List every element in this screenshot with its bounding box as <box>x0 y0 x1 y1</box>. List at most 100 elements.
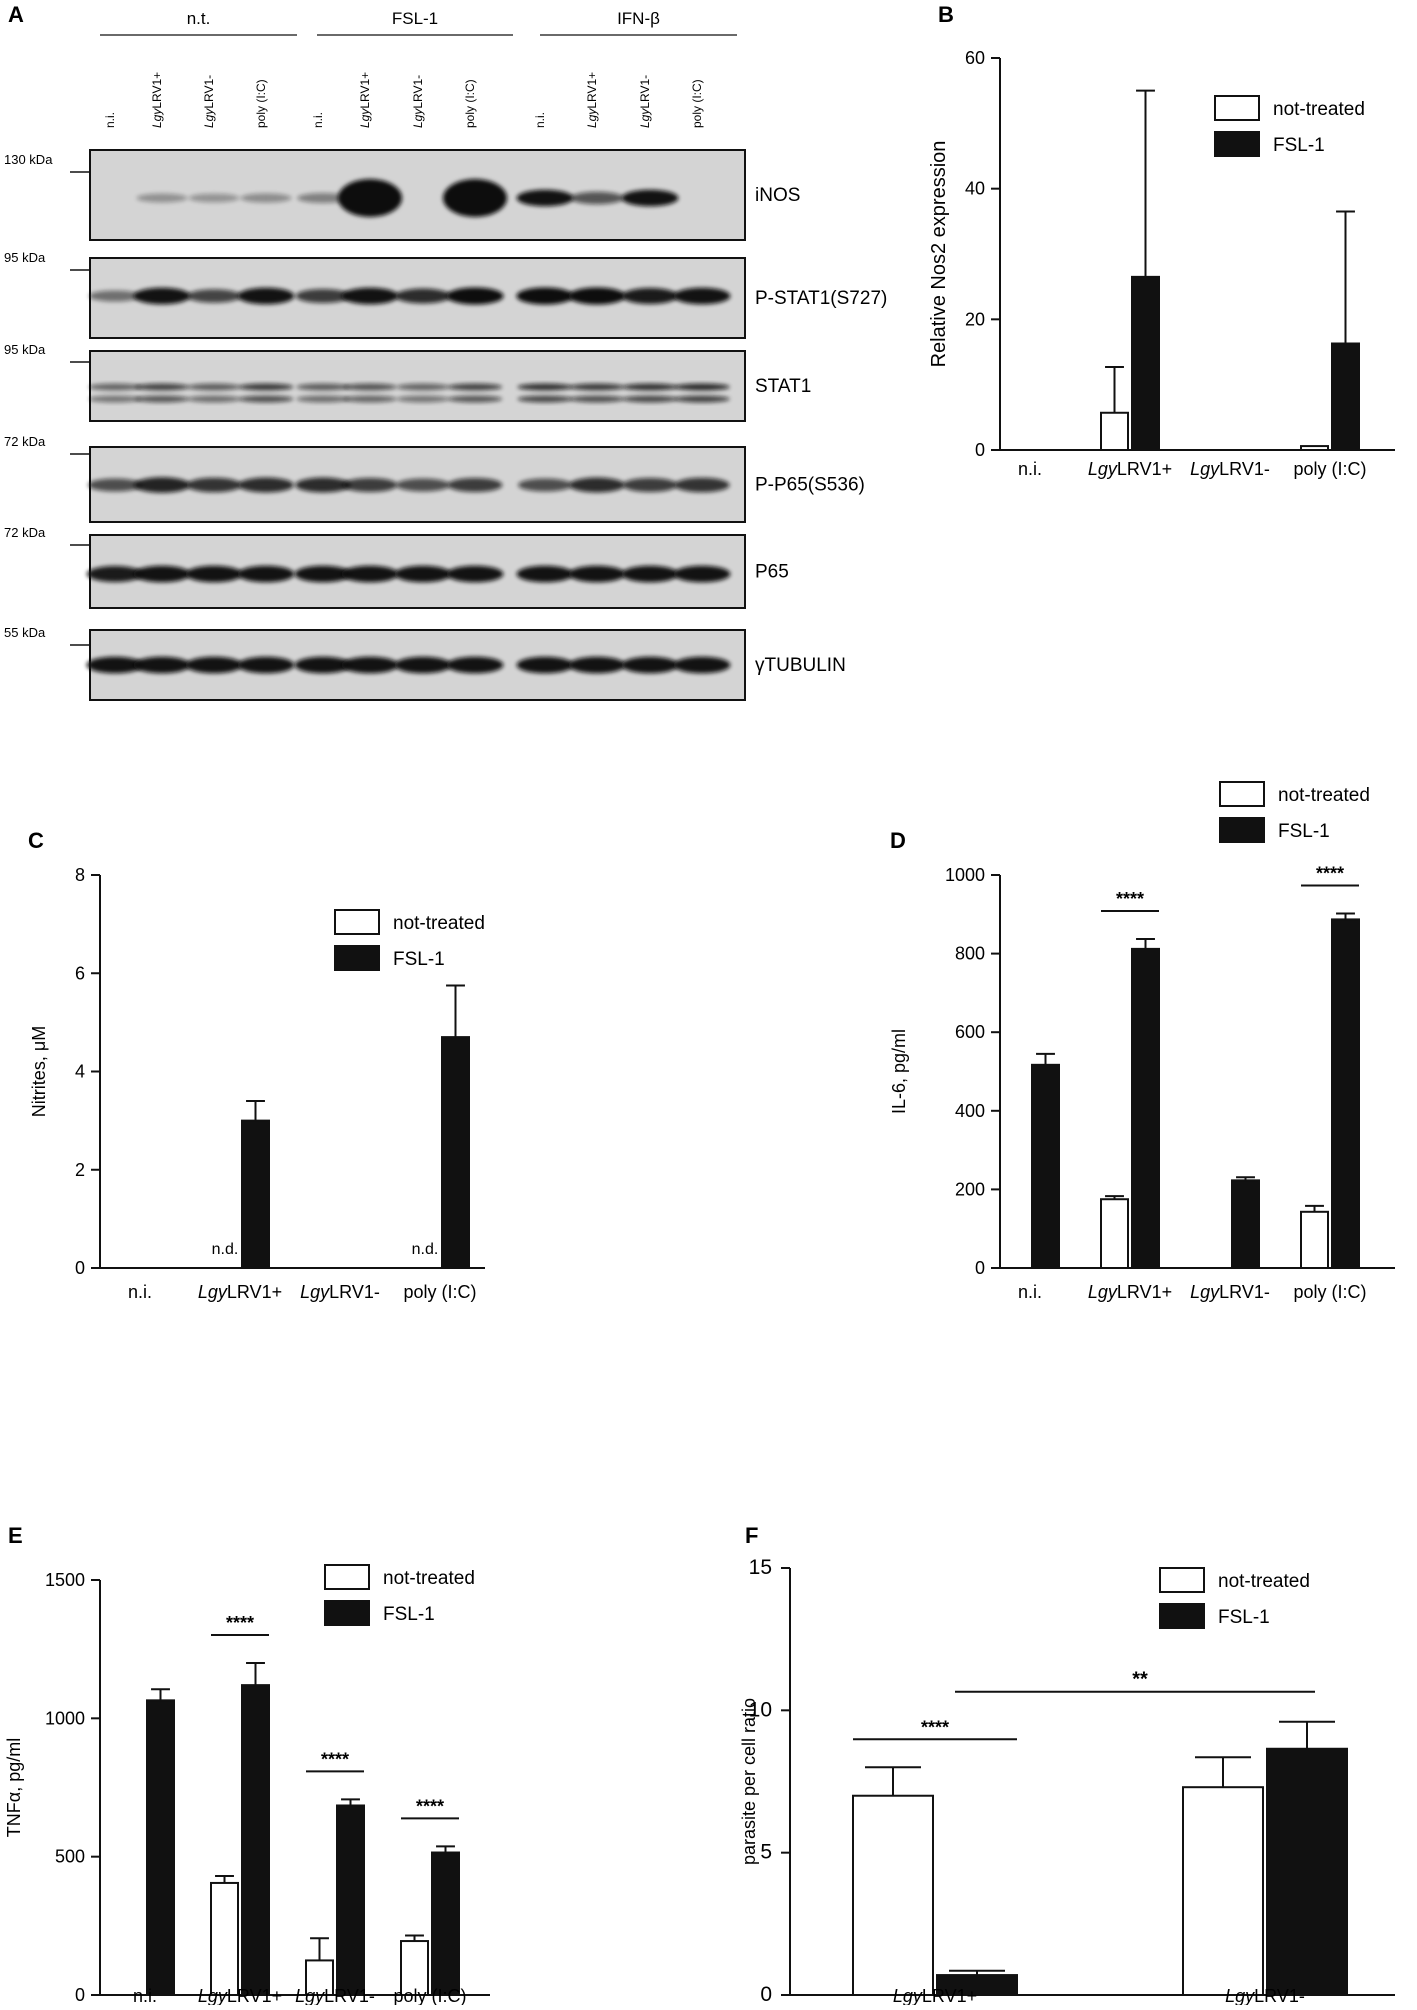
legend-swatch <box>1214 95 1260 121</box>
x-category-label: LgyLRV1- <box>295 1986 375 2005</box>
significance-stars: **** <box>416 1796 444 1816</box>
x-category-label: poly (I:C) <box>1293 459 1366 479</box>
x-category-label: poly (I:C) <box>1293 1282 1366 1302</box>
legend-swatch <box>334 945 380 971</box>
lane-label: LgyLRV1+ <box>358 72 372 128</box>
nd-annotation: n.d. <box>412 1241 439 1258</box>
blot-band <box>569 383 625 391</box>
blot-band <box>342 478 398 492</box>
label-part: LRV1- <box>329 1282 380 1302</box>
y-tick-label: 6 <box>75 963 85 983</box>
x-category-label: LgyLRV1- <box>1190 1282 1270 1302</box>
lane-label-text: LRV1+ <box>150 72 164 109</box>
blot-band <box>88 383 142 391</box>
legend-label: FSL-1 <box>1273 135 1325 156</box>
blot-band <box>237 565 295 583</box>
blot-band <box>294 656 352 674</box>
blot-band <box>343 395 397 403</box>
lane-label-text: n.i. <box>311 112 325 128</box>
blot-band <box>134 383 190 391</box>
legend-label: FSL-1 <box>393 949 445 970</box>
blot-band <box>188 193 240 203</box>
y-tick-label: 0 <box>975 440 985 460</box>
legend-swatch <box>1214 131 1260 157</box>
bar-fsl1 <box>241 1684 270 1996</box>
lane-label: LgyLRV1- <box>202 75 216 128</box>
label-part: LRV1+ <box>922 1986 977 2005</box>
blot-band <box>237 287 295 305</box>
lane-label: n.i. <box>311 112 325 128</box>
blot-band <box>394 565 452 583</box>
significance-stars: **** <box>921 1717 949 1737</box>
y-tick-label: 1500 <box>45 1570 85 1590</box>
label-part: LRV1- <box>1219 459 1270 479</box>
nd-annotation: n.d. <box>212 1241 239 1258</box>
legend-label: not-treated <box>1273 99 1365 120</box>
blot-band <box>187 395 241 403</box>
lane-label-text: poly (I:C) <box>254 79 268 128</box>
protein-label: γTUBULIN <box>755 655 846 676</box>
x-category-label: LgyLRV1+ <box>893 1986 977 2005</box>
label-part: LRV1- <box>324 1986 375 2005</box>
label-part: n.i. <box>1018 459 1042 479</box>
y-tick-label: 8 <box>75 865 85 885</box>
x-category-label: LgyLRV1- <box>1190 459 1270 479</box>
blot-band <box>295 289 351 303</box>
italic-part: Lgy <box>893 1986 923 2005</box>
group-header: FSL-1 <box>392 9 438 28</box>
group-header: IFN-β <box>617 9 660 28</box>
lane-label-text: n.i. <box>533 112 547 128</box>
y-axis-label: TNFα, pg/ml <box>4 1738 24 1837</box>
panel-letter-b: B <box>938 2 954 27</box>
blot-band <box>88 478 142 492</box>
x-category-label: n.i. <box>133 1986 157 2005</box>
y-tick-label: 0 <box>75 1985 85 2005</box>
lane-label-text: n.i. <box>103 112 117 128</box>
label-part: n.i. <box>1018 1282 1042 1302</box>
blot-band <box>673 656 731 674</box>
y-axis-label: Nitrites, μM <box>29 1026 49 1117</box>
protein-label: P-P65(S536) <box>755 475 865 496</box>
blot-band <box>238 477 294 493</box>
y-tick-label: 1000 <box>945 865 985 885</box>
label-part: poly (I:C) <box>393 1986 466 2005</box>
legend-label: not-treated <box>1218 1571 1310 1592</box>
bar-fsl1 <box>1231 1179 1260 1269</box>
blot-band <box>621 288 679 304</box>
blot-band <box>341 565 399 583</box>
x-category-label: poly (I:C) <box>403 1282 476 1302</box>
blot-band <box>622 478 678 492</box>
label-part: poly (I:C) <box>1293 1282 1366 1302</box>
lane-label: n.i. <box>533 112 547 128</box>
y-tick-label: 10 <box>749 1698 772 1721</box>
blot-band <box>673 287 731 305</box>
blot-band <box>621 189 679 207</box>
blot-band <box>296 395 350 403</box>
lane-label: poly (I:C) <box>463 79 477 128</box>
bar-fsl1 <box>431 1851 460 1997</box>
blot-band <box>295 477 351 493</box>
y-tick-label: 500 <box>55 1847 85 1867</box>
x-category-label: n.i. <box>1018 1282 1042 1302</box>
lane-label-text: LRV1+ <box>585 72 599 109</box>
legend-label: not-treated <box>1278 785 1370 806</box>
x-category-label: LgyLRV1+ <box>198 1986 282 2005</box>
blot-band <box>185 656 243 674</box>
legend-swatch <box>324 1564 370 1590</box>
label-part: n.i. <box>128 1282 152 1302</box>
blot-band <box>447 383 503 391</box>
bar-not-treated <box>305 1959 334 1996</box>
italic-part: Lgy <box>1225 1986 1255 2005</box>
blot-band <box>622 383 678 391</box>
legend-label: FSL-1 <box>383 1604 435 1625</box>
blot-band <box>568 565 626 583</box>
x-category-label: poly (I:C) <box>393 1986 466 2005</box>
italic-part: Lgy <box>300 1282 330 1302</box>
panel-letter-f: F <box>745 1523 758 1548</box>
label-part: LRV1+ <box>1117 459 1172 479</box>
bar-fsl1 <box>336 1804 365 1996</box>
blot-band <box>297 193 349 203</box>
significance-stars: **** <box>1116 889 1144 909</box>
